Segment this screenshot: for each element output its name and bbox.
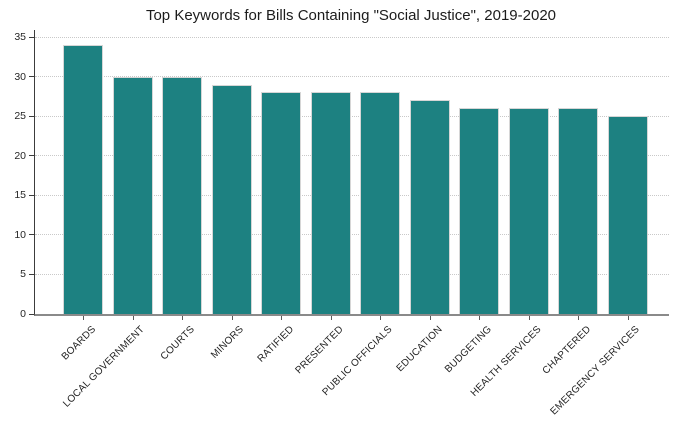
y-axis-tick (28, 194, 34, 196)
y-axis-tick (28, 115, 34, 117)
x-axis-label-text: BOARDS (59, 324, 98, 363)
gridline (35, 155, 669, 157)
y-axis-tick (28, 313, 34, 315)
y-axis-tick-label: 10 (14, 228, 26, 241)
bar-education (409, 100, 450, 314)
bar-minors (211, 84, 252, 314)
x-axis-tick (380, 316, 381, 320)
gridline (35, 36, 669, 38)
gridline (35, 115, 669, 117)
x-axis-tick (429, 316, 431, 320)
y-axis-tick-label: 20 (14, 149, 26, 162)
bar-local-government (112, 76, 153, 314)
x-axis-tick (182, 316, 183, 320)
x-axis-tick (578, 316, 579, 320)
x-axis-label-text: COURTS (158, 324, 197, 363)
x-axis-tick (330, 316, 332, 320)
gridline (35, 273, 669, 275)
x-axis-label-text: PRESENTED (292, 324, 346, 377)
x-axis-label-text: MINORS (209, 324, 247, 361)
x-axis-tick (528, 316, 530, 320)
x-axis-label-text: LOCAL GOVERNMENT (61, 324, 148, 410)
y-axis-tick (28, 273, 34, 275)
y-axis-tick-label: 35 (14, 31, 26, 43)
bar-public-officials (360, 92, 400, 314)
bar-boards (63, 44, 103, 314)
x-axis-label-text: CHAPTERED (540, 324, 593, 377)
bar-health-services (508, 108, 549, 314)
y-axis-tick-label: 30 (14, 70, 26, 83)
y-axis-tick-label: 5 (20, 268, 26, 281)
gridline (35, 76, 669, 78)
y-axis-tick-label: 15 (14, 189, 26, 202)
x-axis-label-text: EDUCATION (394, 324, 445, 375)
x-axis-label-text: EMERGENCY SERVICES (548, 324, 643, 418)
x-axis-label-text: BUDGETING (442, 324, 494, 376)
gridline (35, 234, 669, 236)
gridline (35, 194, 669, 196)
y-axis-tick-label: 0 (20, 308, 26, 320)
plot-area: 0 5 10 15 20 25 30 35 BOARDS LOCAL GOVERNMENT COUR… (14, 30, 669, 417)
x-axis-tick (479, 316, 480, 320)
x-axis-tick (83, 316, 84, 320)
bar-courts (162, 76, 202, 314)
y-axis-tick (28, 155, 34, 157)
y-axis-tick (28, 36, 34, 38)
bar-chaptered (558, 108, 598, 314)
y-axis-tick-label: 25 (14, 110, 26, 123)
x-axis-tick (281, 316, 282, 320)
bar-ratified (261, 92, 301, 314)
x-axis-tick (132, 316, 134, 320)
y-axis-tick (28, 76, 34, 78)
bar-presented (310, 92, 351, 314)
chart-title: Top Keywords for Bills Containing "Socia… (145, 7, 557, 24)
bar-emergency-services (607, 116, 648, 314)
x-axis-tick (627, 316, 629, 320)
y-axis-tick (28, 234, 34, 236)
x-axis-tick (231, 316, 233, 320)
x-axis-label-text: RATIFIED (255, 324, 296, 365)
bar-budgeting (459, 108, 499, 314)
